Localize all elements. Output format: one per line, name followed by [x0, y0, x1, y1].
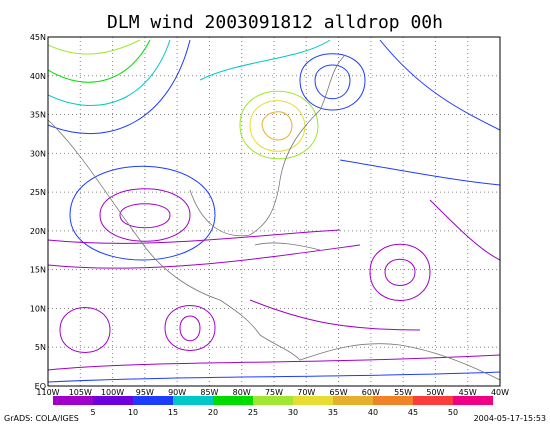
coastlines — [48, 54, 500, 381]
colorbar-label: 45 — [408, 408, 418, 417]
x-tick-label: 70W — [297, 388, 315, 397]
x-tick-label: 55W — [394, 388, 412, 397]
colorbar-swatch — [53, 396, 93, 405]
x-tick-label: 85W — [200, 388, 218, 397]
x-tick-label: 110W — [36, 388, 59, 397]
colorbar-label: 35 — [328, 408, 338, 417]
y-tick-label: 25N — [30, 188, 46, 197]
y-tick-label: 30N — [30, 149, 46, 158]
colorbar-swatch — [453, 396, 493, 405]
colorbar-swatch — [413, 396, 453, 405]
plot-frame — [47, 36, 501, 387]
colorbar-label: 20 — [208, 408, 218, 417]
colorbar-swatch — [253, 396, 293, 405]
x-tick-label: 90W — [168, 388, 186, 397]
footer-left: GrADS: COLA/IGES — [4, 414, 79, 423]
colorbar-label: 25 — [248, 408, 258, 417]
colorbar-swatch — [173, 396, 213, 405]
y-tick-label: 35N — [30, 111, 46, 120]
x-tick-label: 105W — [69, 388, 92, 397]
x-tick-label: 60W — [362, 388, 380, 397]
colorbar-swatch — [333, 396, 373, 405]
title: DLM wind 2003091812 alldrop 00h — [107, 12, 443, 33]
x-tick-label: 100W — [101, 388, 124, 397]
colorbar-label: 30 — [288, 408, 298, 417]
colorbar-label: 15 — [168, 408, 178, 417]
colorbar-swatch — [373, 396, 413, 405]
x-tick-label: 65W — [330, 388, 348, 397]
y-tick-label: 15N — [30, 266, 46, 275]
colorbar-label: 40 — [368, 408, 378, 417]
colorbar-swatch — [93, 396, 133, 405]
y-tick-label: 45N — [30, 33, 46, 42]
colorbar-label: 10 — [128, 408, 138, 417]
colorbar-label: 50 — [448, 408, 458, 417]
x-tick-label: 50W — [426, 388, 444, 397]
y-tick-label: 20N — [30, 227, 46, 236]
x-tick-label: 80W — [233, 388, 251, 397]
y-tick-label: 5N — [35, 343, 46, 352]
x-tick-label: 95W — [136, 388, 154, 397]
colorbar-label: 5 — [90, 408, 95, 417]
x-tick-label: 40W — [491, 388, 509, 397]
footer-right: 2004-05-17-15:53 — [474, 414, 546, 423]
grid — [48, 37, 500, 386]
x-tick-label: 45W — [459, 388, 477, 397]
y-tick-label: EQ — [35, 382, 46, 391]
y-tick-label: 40N — [30, 72, 46, 81]
x-tick-label: 75W — [265, 388, 283, 397]
colorbar-swatch — [213, 396, 253, 405]
colorbar-swatch — [293, 396, 333, 405]
colorbar: 5 10 15 20 25 30 35 40 45 50 — [53, 396, 493, 417]
y-tick-label: 10N — [30, 304, 46, 313]
colorbar-swatch — [133, 396, 173, 405]
streamlines — [48, 39, 500, 383]
